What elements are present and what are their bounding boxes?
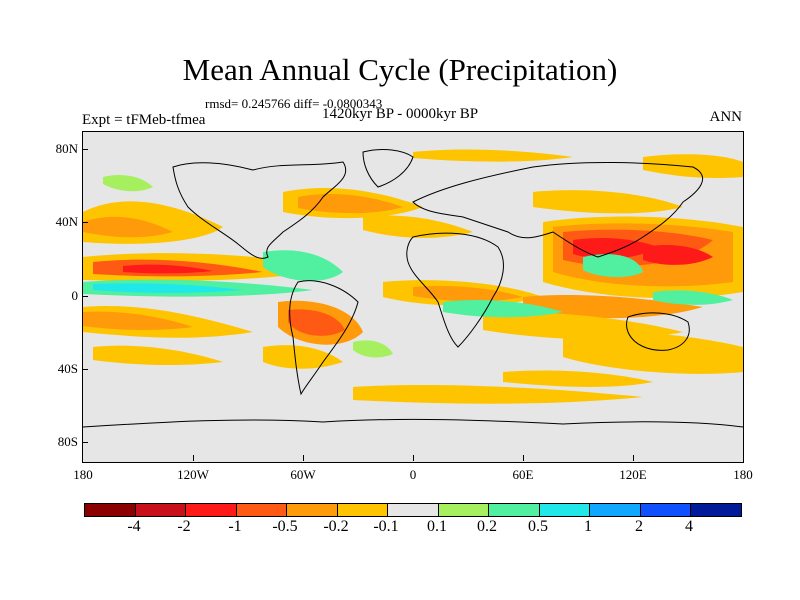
colorbar-swatch: [186, 504, 237, 516]
north-america-coast: [172, 161, 346, 259]
colorbar-swatch: [539, 504, 591, 516]
lon-tick: [303, 455, 304, 461]
season-label: ANN: [709, 109, 743, 125]
anomaly-region: [263, 250, 343, 282]
colorbar-label: -0.2: [323, 518, 349, 535]
anomaly-region: [93, 283, 243, 293]
south-america-coast: [289, 280, 359, 396]
experiment-label: Expt = tFMeb-tfmea: [82, 112, 206, 128]
colorbar-swatch: [337, 504, 389, 516]
precipitation-map: [82, 131, 744, 463]
colorbar-swatch: [489, 504, 540, 516]
lat-label-40n: 40N: [55, 214, 78, 229]
lon-tick: [633, 455, 634, 461]
anomaly-region: [643, 154, 743, 179]
anomaly-region: [123, 264, 213, 274]
lat-label-40s: 40S: [57, 361, 78, 376]
anomaly-region: [353, 385, 643, 404]
lat-tick: [82, 149, 88, 150]
lon-label-0: 0: [409, 467, 417, 482]
colorbar-label: 4: [685, 518, 693, 535]
colorbar-label: -2: [177, 518, 191, 535]
anomaly-region: [288, 309, 345, 336]
anomaly-region: [533, 190, 683, 214]
colorbar-label: -4: [127, 518, 141, 535]
colorbar-label: 2: [635, 518, 643, 535]
anomaly-region: [443, 300, 563, 318]
anomaly-region: [413, 149, 573, 162]
anomaly-region: [573, 238, 658, 259]
colorbar-label: 0.2: [477, 518, 497, 535]
stats-label: rmsd= 0.245766 diff= -0.0800343: [205, 96, 383, 111]
lon-label-60w: 60W: [290, 467, 316, 482]
lon-label-180e: 180: [733, 467, 753, 482]
anomaly-region: [103, 175, 153, 192]
lon-label-180w: 180: [73, 467, 93, 482]
colorbar-swatch: [287, 504, 338, 516]
lat-label-0: 0: [71, 288, 79, 303]
lat-label-80s: 80S: [57, 434, 78, 449]
lat-label-80n: 80N: [55, 141, 78, 156]
anomaly-region: [413, 286, 523, 302]
colorbar-label: 0.1: [427, 518, 447, 535]
period-label: 1420kyr BP - 0000kyr BP: [322, 106, 479, 122]
africa-coast: [406, 232, 504, 348]
colorbar-swatch: [590, 504, 641, 516]
eurasia-coast: [412, 161, 704, 258]
lon-tick: [523, 455, 524, 461]
colorbar-swatch: [85, 504, 136, 516]
antarctica-coast: [83, 418, 743, 428]
colorbar-swatch: [236, 504, 288, 516]
colorbar-label: -0.1: [373, 518, 399, 535]
lat-tick: [82, 296, 88, 297]
lon-tick: [413, 455, 414, 461]
anomaly-region: [263, 345, 343, 369]
lat-tick: [82, 442, 88, 443]
anomaly-region: [563, 330, 743, 374]
anomaly-fields: [83, 149, 743, 404]
colorbar-label: -1: [228, 518, 242, 535]
anomaly-region: [583, 254, 643, 278]
colorbar: [84, 503, 742, 517]
colorbar-label: 0.5: [528, 518, 548, 535]
anomaly-region: [353, 340, 393, 358]
plot-title: Mean Annual Cycle (Precipitation): [182, 52, 618, 87]
anomaly-region: [653, 290, 733, 305]
colorbar-swatch: [691, 504, 741, 516]
lon-label-120w: 120W: [177, 467, 209, 482]
colorbar-swatch: [640, 504, 692, 516]
anomaly-region: [503, 370, 653, 387]
anomaly-region: [643, 245, 713, 265]
lat-tick: [82, 369, 88, 370]
map-layers: [83, 149, 743, 428]
greenland-coast: [362, 149, 414, 188]
anomaly-region: [93, 345, 223, 366]
colorbar-swatch: [388, 504, 439, 516]
lon-tick: [193, 455, 194, 461]
anomaly-region: [363, 215, 473, 238]
anomaly-region: [83, 216, 173, 238]
colorbar-label: -0.5: [272, 518, 298, 535]
lon-label-120e: 120E: [619, 467, 647, 482]
coastlines: [83, 149, 743, 428]
anomaly-region: [298, 193, 403, 214]
colorbar-label: 1: [584, 518, 592, 535]
colorbar-swatch: [135, 504, 187, 516]
lon-label-60e: 60E: [512, 467, 534, 482]
anomaly-region: [83, 311, 193, 330]
australia-coast: [626, 312, 690, 351]
colorbar-swatch: [438, 504, 490, 516]
lat-tick: [82, 222, 88, 223]
